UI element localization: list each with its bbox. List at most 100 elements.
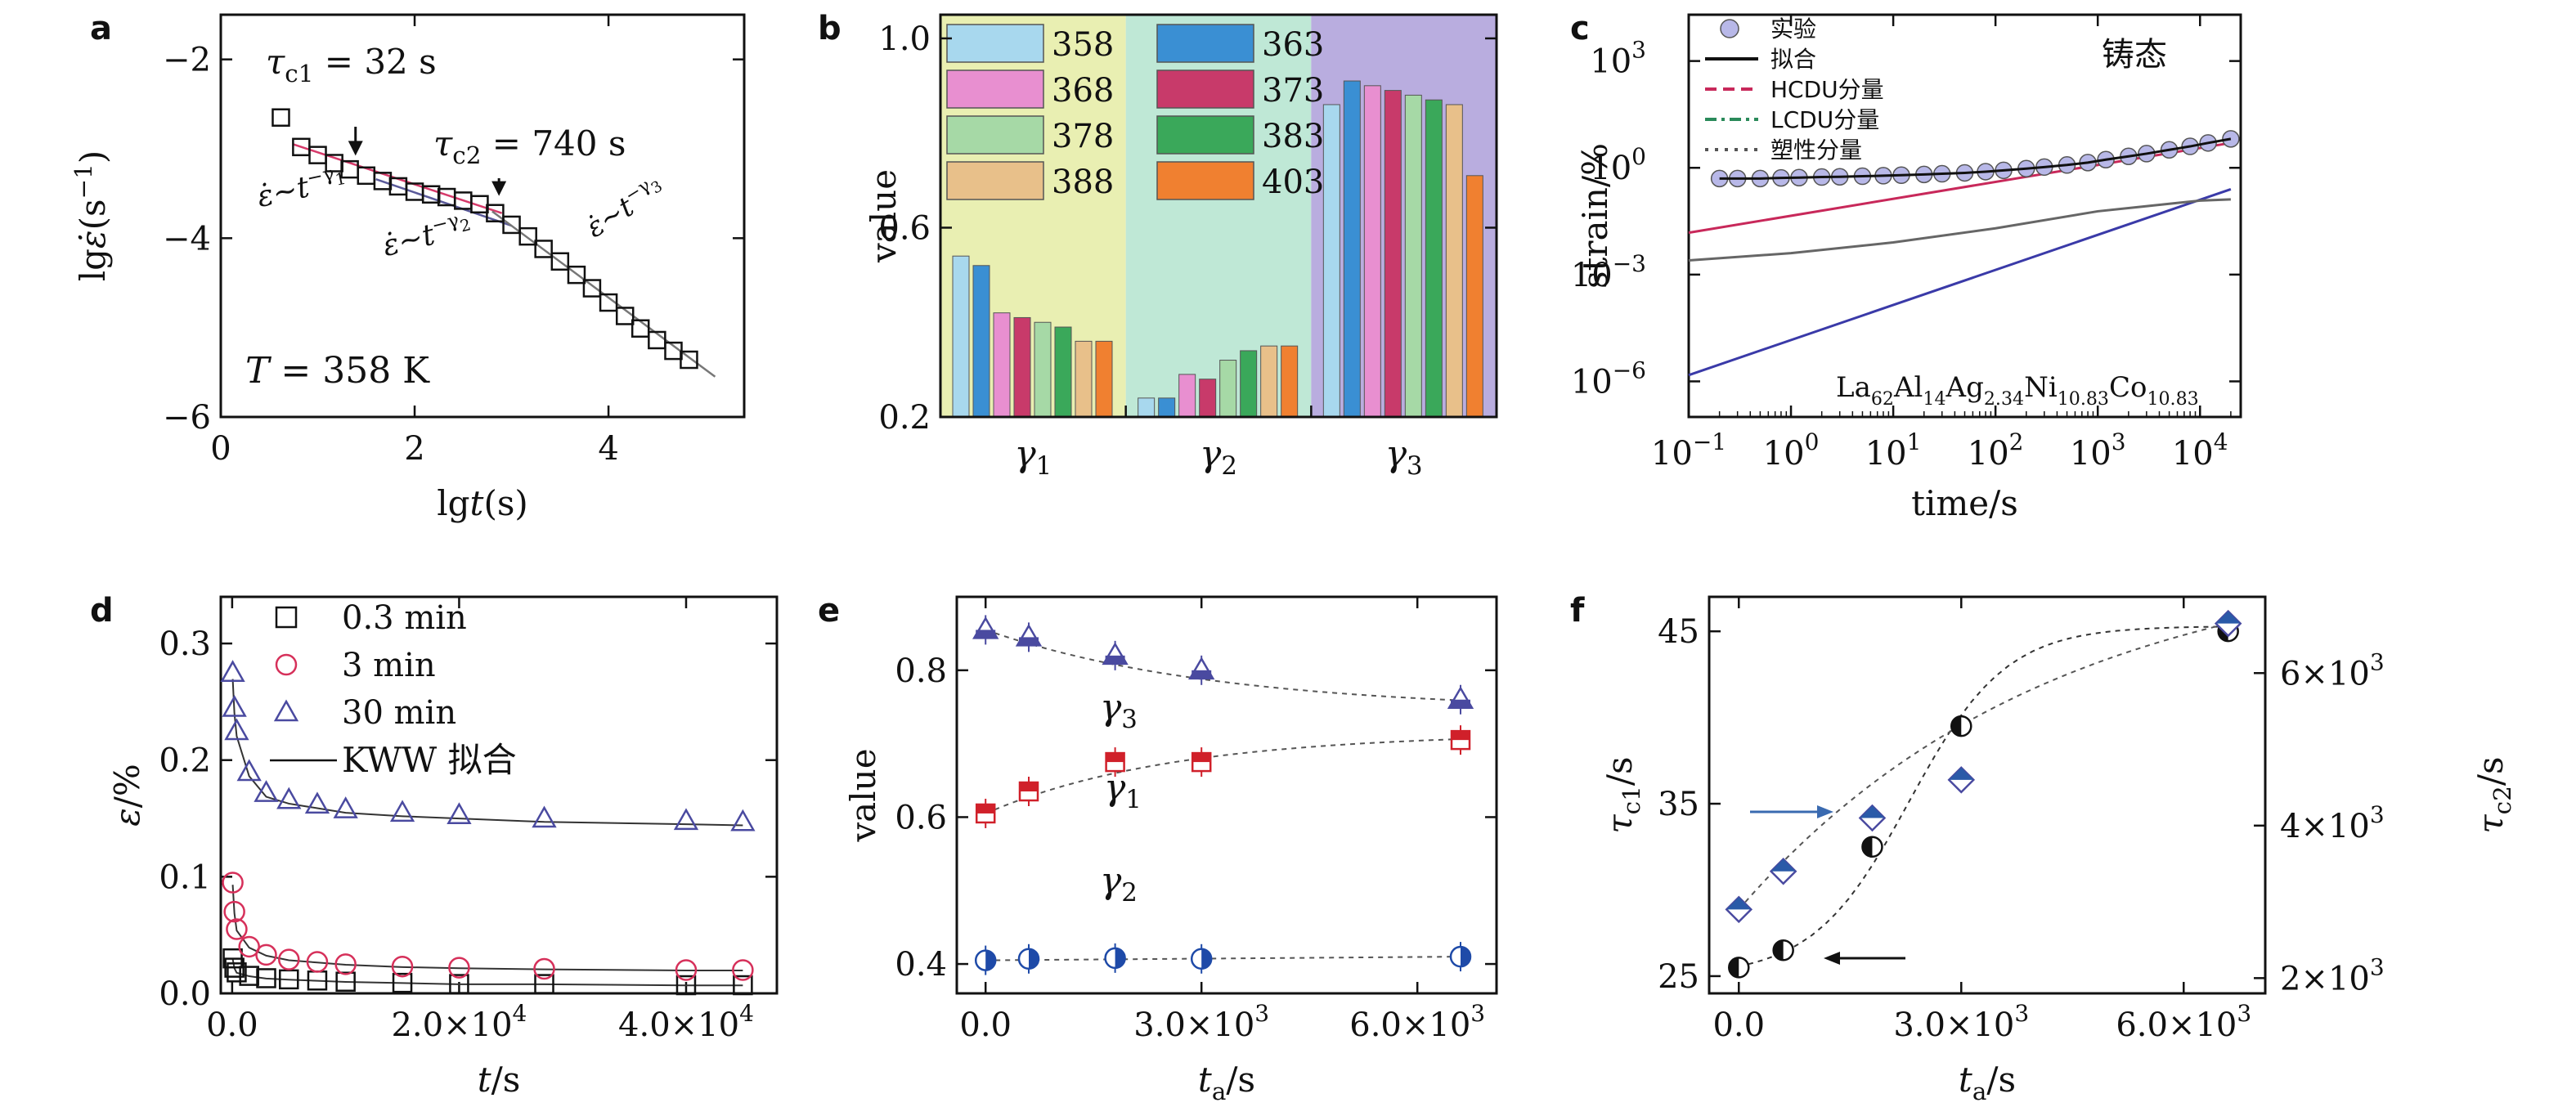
data-point-triangle	[224, 718, 249, 741]
data-point-fill	[1451, 699, 1470, 708]
y-tick-label: 0.8	[895, 652, 947, 690]
y-tick-label: 1.0	[878, 20, 931, 58]
kww-fit-curve	[231, 885, 743, 972]
y-tick-label: 0.6	[895, 799, 947, 836]
data-point-square	[534, 974, 554, 994]
panel-label-b: b	[818, 10, 841, 47]
x-axis-label: t/s	[478, 1060, 521, 1100]
fit-line-gamma2	[375, 177, 512, 227]
legend-marker	[1720, 19, 1739, 38]
legend-label: HCDU分量	[1770, 76, 1884, 103]
y-axis-label: value	[864, 169, 904, 263]
data-point-square	[392, 972, 413, 993]
x-tick-label: 100	[1763, 428, 1820, 473]
data-point	[567, 265, 586, 285]
data-point	[680, 350, 698, 370]
legend-marker	[275, 606, 298, 629]
x-tick-label: 0.0	[959, 1006, 1012, 1044]
label-gamma1: γ1	[1104, 767, 1142, 814]
fit-line	[1719, 137, 2232, 180]
label-gamma3: γ3	[1100, 687, 1138, 734]
legend-swatch	[946, 115, 1044, 155]
x-tick-label: 4.0×104	[618, 1000, 754, 1044]
data-point-triangle	[304, 791, 330, 814]
x-tick-label: 3.0×103	[1133, 1000, 1269, 1044]
data-point-fill	[1115, 948, 1125, 968]
y-tick-label: −4	[163, 220, 211, 258]
panel-b-plot: γ1 γ2 γ3 358 363 368 373 378 383 388 403 0.2 0.6 1.0 v…	[864, 13, 1498, 481]
data-point-triangle	[276, 787, 302, 809]
bar	[1260, 345, 1278, 418]
x-tick-label: 6.0×103	[2116, 1000, 2251, 1044]
y-tick-label: 0.2	[159, 742, 211, 780]
bar	[1465, 175, 1483, 418]
bar	[1240, 350, 1258, 418]
legend-label: 373	[1262, 72, 1324, 110]
y-axis-label-left: τc1/s	[1600, 756, 1645, 833]
data-point-circle	[306, 951, 329, 973]
x-tick-label: 102	[1968, 428, 2024, 473]
data-point-triangle	[389, 800, 415, 822]
legend-marker	[273, 699, 299, 722]
x-tick-label: 3.0×103	[1893, 1000, 2029, 1044]
panel-a-plot: 0 2 4 −2 −4 −6 τc1 = 32 s τc2 = 740 s ε̇~t−γ1 ε̇~…	[70, 13, 746, 523]
kww-fit-curve	[231, 679, 743, 827]
data-point-circle	[223, 900, 245, 923]
y-axis-label: lgε̇(s−1)	[70, 150, 113, 282]
panel-c-frame	[1687, 13, 2242, 419]
panel-e-plot: 0.0 3.0×103 6.0×103 0.4 0.6 0.8 γ3 γ1 γ2 ta/s valu…	[843, 595, 1498, 1105]
data-point-circle	[334, 953, 357, 975]
legend-label: 塑性分量	[1770, 137, 1862, 164]
data-point-triangle	[236, 759, 262, 782]
composition-label: La62Al14Ag2.34Ni10.83Co10.83	[1836, 371, 2199, 410]
data-point-fill	[976, 804, 995, 813]
panel-f-plot: 0.0 3.0×103 6.0×103 25 35 45 2×103 4×103 6×103 ta…	[1600, 595, 2516, 1105]
bar	[1343, 80, 1361, 418]
legend-swatch	[946, 161, 1044, 200]
x-axis-label: ta/s	[1198, 1060, 1255, 1105]
bar	[1138, 397, 1156, 418]
trend-line-tau2	[1738, 622, 2228, 911]
lcdu-component-line	[1688, 198, 2231, 262]
data-point-triangle	[673, 808, 699, 831]
legend-label: 0.3 min	[342, 599, 467, 637]
data-point-fill	[1019, 637, 1039, 646]
legend-label: 实验	[1770, 16, 1816, 43]
y2-tick-label: 4×103	[2280, 801, 2385, 845]
x-tick-label: 103	[2070, 428, 2126, 473]
bar	[1013, 316, 1031, 418]
panel-label-a: a	[90, 10, 112, 47]
annotation-law1: ε̇~t−γ1	[254, 159, 349, 214]
y-tick-label: 0.4	[895, 946, 947, 984]
data-point	[648, 330, 666, 350]
data-point-fill	[1452, 731, 1470, 741]
data-point-circle	[238, 935, 260, 958]
x-tick-label: 10−1	[1651, 428, 1726, 473]
bar	[1219, 360, 1237, 418]
data-point-circle	[732, 959, 754, 981]
panel-a-frame	[219, 13, 746, 419]
data-point-square	[256, 968, 276, 988]
category-label: γ1	[1014, 433, 1052, 481]
x-tick-label: 0.0	[1712, 1006, 1765, 1044]
y-axis-label: value	[843, 748, 883, 842]
data-point	[550, 252, 570, 271]
arrow-head	[1824, 952, 1840, 965]
x-tick-label: 0	[210, 430, 231, 468]
data-point-square	[733, 975, 753, 996]
y-tick-label: 0.3	[159, 625, 211, 663]
annotation-tau1: τc1 = 32 s	[266, 42, 437, 87]
bar	[1322, 104, 1340, 418]
data-point-fill	[1201, 948, 1212, 969]
y-axis-label-right: τc2/s	[2471, 756, 2516, 833]
bar	[1425, 99, 1443, 418]
data-point-circle	[391, 955, 414, 978]
bar	[1404, 94, 1422, 418]
data-point-fill	[1106, 753, 1124, 763]
arrow-tau1-head	[348, 141, 363, 156]
bar	[1178, 374, 1196, 418]
data-point-circle	[675, 959, 698, 981]
bar	[972, 265, 990, 418]
